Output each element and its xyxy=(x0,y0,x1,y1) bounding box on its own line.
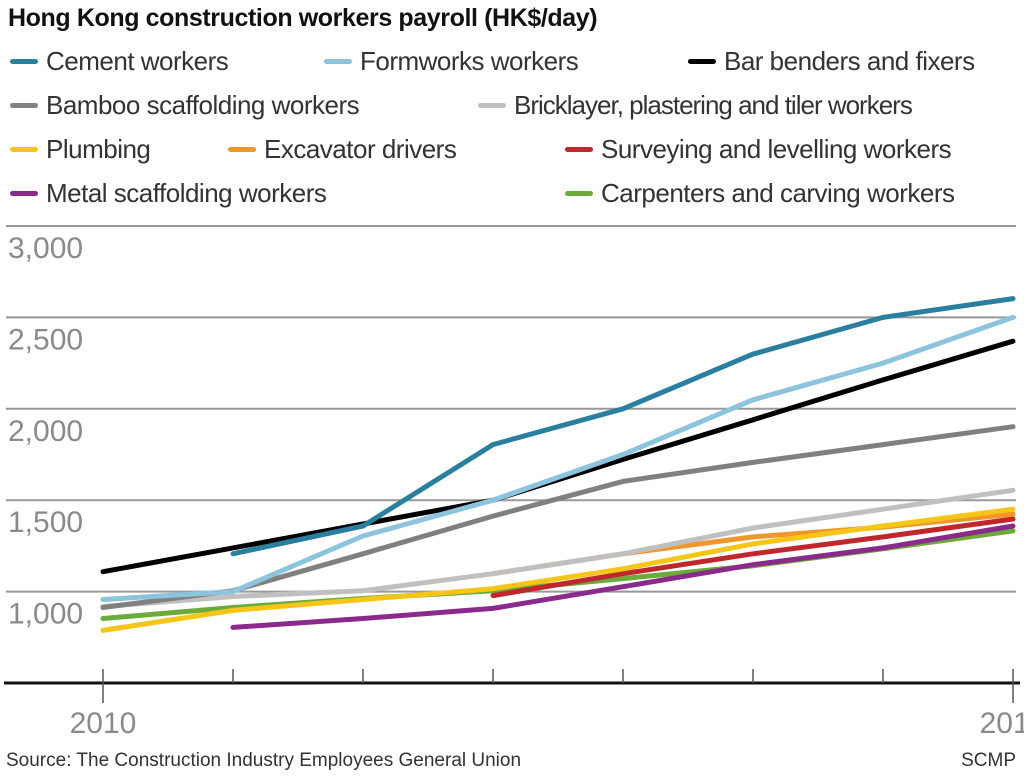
series-line-bricklayer-plastering-and-tiler-workers xyxy=(100,487,1016,610)
legend-label: Cement workers xyxy=(46,46,229,76)
legend-swatch xyxy=(228,147,256,152)
legend-label: Bricklayer, plastering and tiler workers xyxy=(514,90,913,120)
legend-swatch xyxy=(565,147,593,152)
y-axis-ticks: 1,000 1,500 2,000 2,500 3,000 xyxy=(8,232,83,631)
y-tick-label: 2,500 xyxy=(8,323,83,356)
legend-swatch xyxy=(688,59,716,64)
legend-item-cement: Cement workers xyxy=(10,46,229,77)
y-tick-label: 2,000 xyxy=(8,415,83,448)
x-axis: 2010 2017 xyxy=(4,669,1024,740)
series-line-carpenters-and-carving-workers xyxy=(100,528,1016,621)
x-tick-label: 2010 xyxy=(70,707,137,740)
y-tick-label: 1,000 xyxy=(8,598,83,631)
chart-title: Hong Kong construction workers payroll (… xyxy=(8,4,598,32)
legend-swatch xyxy=(10,191,38,196)
legend-label: Excavator drivers xyxy=(264,134,457,164)
legend-label: Metal scaffolding workers xyxy=(46,178,327,208)
legend-item-surveying: Surveying and levelling workers xyxy=(565,134,952,165)
series-line-plumbing xyxy=(100,506,1016,633)
legend-label: Bar benders and fixers xyxy=(724,46,975,76)
legend-label: Plumbing xyxy=(46,134,151,164)
legend-item-carpenters: Carpenters and carving workers xyxy=(565,178,955,209)
legend-swatch xyxy=(10,103,38,108)
legend-label: Surveying and levelling workers xyxy=(601,134,952,164)
legend-swatch xyxy=(565,191,593,196)
credit: SCMP xyxy=(961,750,1016,771)
y-tick-label: 3,000 xyxy=(8,232,83,265)
legend-swatch xyxy=(478,103,506,108)
legend-label: Carpenters and carving workers xyxy=(601,178,955,208)
legend-item-plumbing: Plumbing xyxy=(10,134,151,165)
series-line-cement-workers xyxy=(230,296,1016,557)
legend-item-bricklayer: Bricklayer, plastering and tiler workers xyxy=(478,90,913,121)
gridlines xyxy=(6,225,1016,593)
x-tick-label: 2017 xyxy=(980,707,1024,740)
legend-swatch xyxy=(324,59,352,64)
series-line-formworks-workers xyxy=(100,314,1016,602)
legend-label: Formworks workers xyxy=(360,46,579,76)
legend-item-metal: Metal scaffolding workers xyxy=(10,178,327,209)
legend-item-bar-benders: Bar benders and fixers xyxy=(688,46,975,77)
series-line-metal-scaffolding-workers xyxy=(230,523,1016,630)
legend-swatch xyxy=(10,59,38,64)
source-note: Source: The Construction Industry Employ… xyxy=(6,750,522,771)
series-line-surveying-and-levelling-workers xyxy=(490,516,1016,599)
legend-item-excavator: Excavator drivers xyxy=(228,134,457,165)
legend-item-bamboo: Bamboo scaffolding workers xyxy=(10,90,360,121)
series-lines xyxy=(100,296,1016,633)
legend-label: Bamboo scaffolding workers xyxy=(46,90,360,120)
legend-item-formworks: Formworks workers xyxy=(324,46,579,77)
y-tick-label: 1,500 xyxy=(8,506,83,539)
legend-swatch xyxy=(10,147,38,152)
